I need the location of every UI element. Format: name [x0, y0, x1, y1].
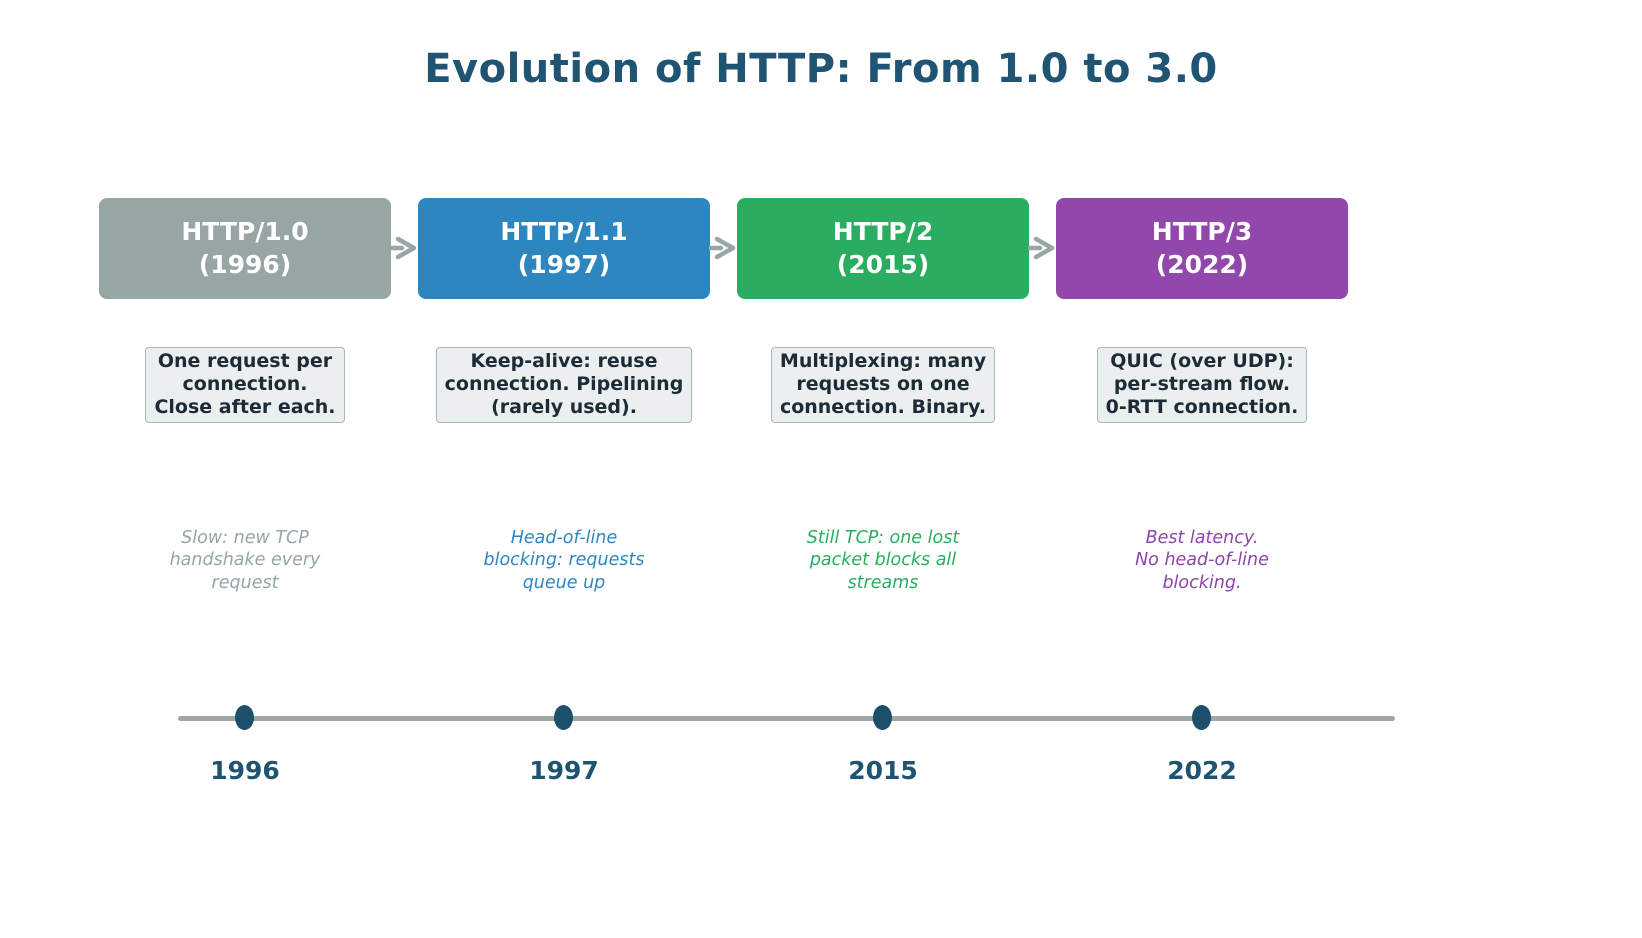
timeline-dot-1996 — [235, 705, 254, 730]
timeline-line — [178, 716, 1395, 721]
column-http-3: HTTP/3 (2022) QUIC (over UDP): per-strea… — [1056, 198, 1348, 595]
version-box-http-2: HTTP/2 (2015) — [737, 198, 1029, 299]
timeline-dot-1997 — [554, 705, 573, 730]
arrow-right-icon — [1028, 236, 1058, 260]
year-label-1997: 1997 — [529, 756, 599, 785]
year-label-2015: 2015 — [848, 756, 918, 785]
year-label-2022: 2022 — [1167, 756, 1237, 785]
note-http-1-0: Slow: new TCP handshake every request — [169, 527, 321, 594]
version-box-http-3: HTTP/3 (2022) — [1056, 198, 1348, 299]
version-box-http-1-1: HTTP/1.1 (1997) — [418, 198, 710, 299]
description-box-http-3: QUIC (over UDP): per-stream flow. 0-RTT … — [1096, 347, 1308, 423]
note-http-1-1: Head-of-line blocking: requests queue up — [483, 527, 645, 594]
timeline-dot-2015 — [873, 705, 892, 730]
description-box-http-1-1: Keep-alive: reuse connection. Pipelining… — [435, 347, 693, 423]
description-box-http-1-0: One request per connection. Close after … — [145, 347, 345, 423]
arrow-right-icon — [709, 236, 739, 260]
description-box-http-2: Multiplexing: many requests on one conne… — [770, 347, 996, 423]
arrow-right-icon — [390, 236, 420, 260]
year-label-1996: 1996 — [210, 756, 280, 785]
page-title: Evolution of HTTP: From 1.0 to 3.0 — [424, 46, 1218, 92]
column-http-2: HTTP/2 (2015) Multiplexing: many request… — [737, 198, 1029, 595]
timeline-dot-2022 — [1192, 705, 1211, 730]
note-http-3: Best latency. No head-of-line blocking. — [1135, 527, 1269, 594]
version-box-http-1-0: HTTP/1.0 (1996) — [99, 198, 391, 299]
column-http-1-1: HTTP/1.1 (1997) Keep-alive: reuse connec… — [418, 198, 710, 595]
note-http-2: Still TCP: one lost packet blocks all st… — [806, 527, 960, 594]
column-http-1-0: HTTP/1.0 (1996) One request per connecti… — [99, 198, 391, 595]
